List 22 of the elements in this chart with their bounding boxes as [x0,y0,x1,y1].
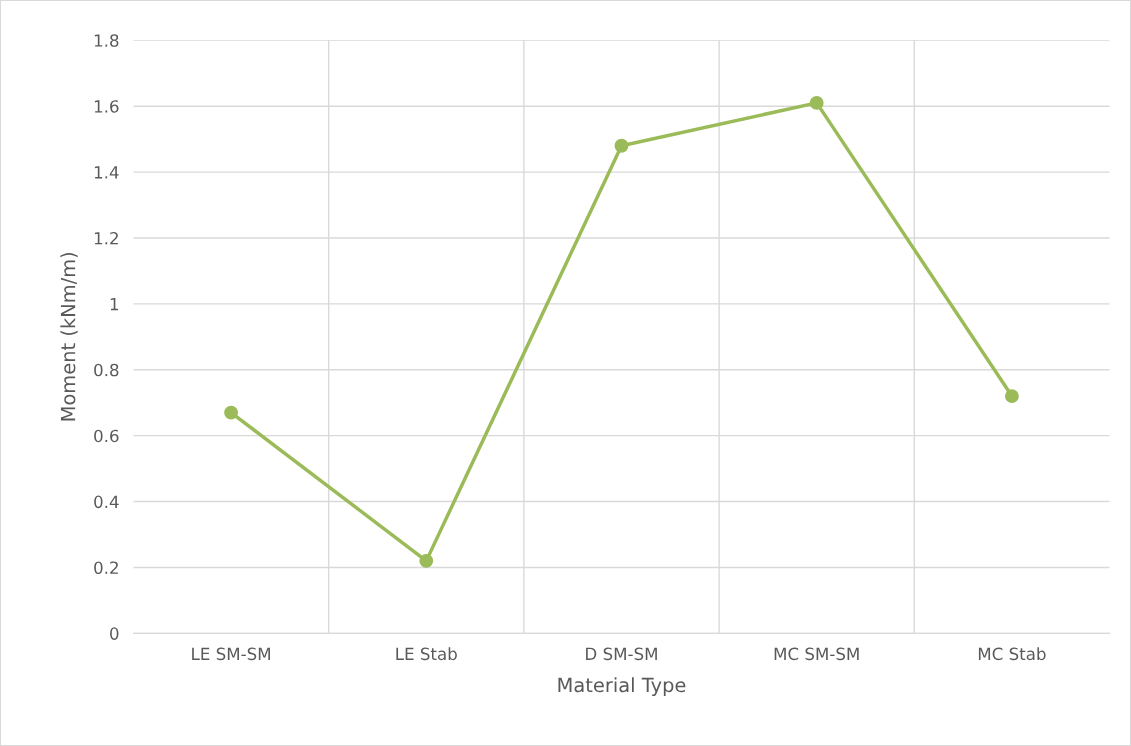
x-tick-label: D SM-SM [586,647,657,661]
y-tick-label: 1.2 [94,231,118,245]
x-tick-label: LE Stab [396,647,457,661]
y-tick-label: 0.2 [94,561,118,575]
point [1004,389,1019,404]
y-tick-label: 0.4 [94,495,119,509]
y-tick-label: 0.8 [94,363,119,377]
y-tick-label: 1.8 [94,34,119,47]
x-tick-label: MC SM-SM [774,647,859,661]
y-axis-title: Moment (kNm/m) [60,252,78,421]
point [809,95,824,110]
y-tick-label: 1.6 [94,100,119,113]
y-tick-label: 0.6 [94,429,119,443]
y-tick-label: 1 [110,298,119,311]
x-tick-label: LE SM-SM [192,647,270,661]
x-tick-label: MC Stab [978,647,1046,661]
x-axis-title: Material Type [558,677,686,697]
y-tick-label: 1.4 [94,166,119,179]
point [614,138,629,153]
y-tick-label: 0 [110,627,119,640]
point [419,553,434,568]
point [224,405,239,420]
